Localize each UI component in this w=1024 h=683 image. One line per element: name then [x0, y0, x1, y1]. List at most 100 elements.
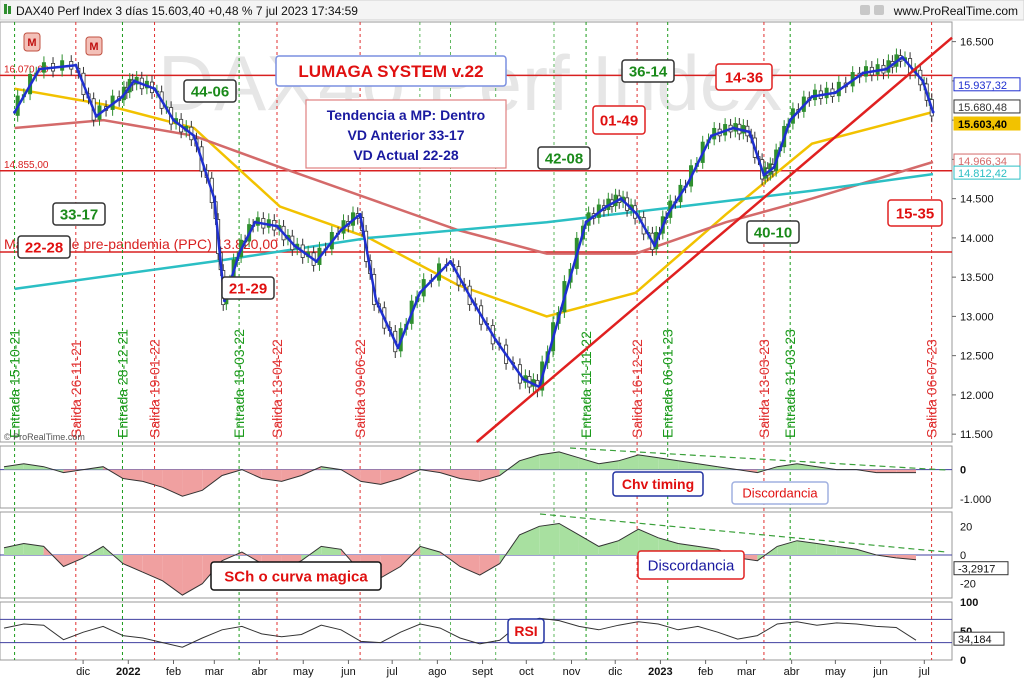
sch-area-segment — [162, 555, 183, 596]
m-badge-box — [23, 32, 41, 52]
signal-label: Salida 19-01-22 — [147, 339, 163, 438]
price-point — [192, 134, 196, 138]
price-point — [448, 259, 452, 263]
price-point — [37, 67, 41, 71]
panel-price-frame — [0, 21, 953, 443]
signal-label: Entrada 06-01-23 — [660, 329, 676, 438]
price-point — [314, 259, 318, 263]
vd-red-label: 14-36 — [725, 69, 763, 86]
price-point — [810, 95, 814, 99]
x-tick-label: jul — [918, 666, 930, 678]
x-tick-label: abr — [784, 666, 800, 678]
toolbar-icon[interactable] — [874, 5, 884, 15]
vd-red-label-box — [887, 199, 943, 227]
sch-area-segment — [618, 529, 639, 555]
chv-area-segment — [4, 463, 24, 470]
price-point — [653, 244, 657, 248]
vd-green-label-box — [537, 146, 591, 170]
m-badge: M — [89, 41, 98, 53]
sch-y-tick-label: 0 — [960, 550, 966, 562]
support-trend-line — [475, 36, 953, 443]
signal-label: Salida 16-12-22 — [629, 339, 645, 438]
sch-area-segment — [559, 523, 579, 555]
sch-area-segment — [539, 523, 560, 555]
chv-timing-label: Chv timing — [622, 476, 694, 492]
ma_cyan-line — [14, 172, 934, 291]
price-point — [153, 87, 157, 91]
site-name: www.ProRealTime.com — [893, 4, 1018, 18]
chv-discordancia-label: Discordancia — [742, 486, 818, 501]
signal-label: Entrada 15-10-21 — [7, 329, 23, 438]
x-tick-label: ago — [428, 666, 446, 678]
price-point — [237, 252, 241, 256]
level-label: 14.855,00 — [4, 160, 49, 171]
price-y-tick-label: 13.500 — [960, 272, 994, 284]
panel-chv-frame — [0, 445, 953, 509]
price-point — [120, 95, 124, 99]
chv-y-tick-label: -1.000 — [960, 494, 991, 506]
chv-area-segment — [440, 469, 460, 479]
chv-area-segment — [63, 469, 84, 473]
panel-rsi-frame — [0, 601, 953, 661]
chv-area-segment — [182, 469, 203, 497]
trend-lines — [475, 36, 953, 443]
sch-last-value: -3,2917 — [958, 564, 995, 576]
price-point — [772, 165, 776, 169]
chv-area-segment — [896, 469, 916, 473]
trend-info-box — [305, 99, 507, 169]
signal-label: Salida 13-04-22 — [269, 339, 285, 438]
price-point — [747, 130, 751, 134]
vd-red-label: 01-49 — [600, 112, 638, 129]
chart-title: DAX40 Perf Index 3 días 15.603,40 +0,48 … — [16, 4, 358, 18]
x-tick-label: jun — [340, 666, 356, 678]
trend-info-line: VD Anterior 33-17 — [348, 127, 465, 143]
price-label-box — [953, 165, 1021, 180]
chv-area-segment — [460, 469, 480, 482]
price-point — [559, 307, 563, 311]
price-point — [884, 67, 888, 71]
annotations: LUMAGA SYSTEM v.22 Tendencia a MP: Dentro… — [17, 32, 943, 644]
price-point — [921, 79, 925, 83]
price-point — [833, 91, 837, 95]
sch-area-segment — [519, 526, 540, 555]
price-point — [253, 220, 257, 224]
chv-area-segment — [142, 469, 163, 488]
axes: 16.50016.00015.50015.00014.50014.00013.5… — [4, 37, 1021, 678]
vd-green-label-box — [52, 202, 106, 226]
sch-area-segment — [122, 555, 143, 573]
vd-green-label-box — [183, 79, 237, 103]
chv-area-segment — [578, 457, 599, 470]
price-y-tick-label: 16.500 — [960, 37, 994, 49]
sch-area-segment — [420, 546, 441, 555]
chv-area-segment — [380, 469, 401, 485]
rsi-y-tick-label: 0 — [960, 655, 966, 667]
vd-green-label: 33-17 — [60, 206, 98, 223]
x-tick-label: may — [825, 666, 846, 678]
price-y-tick-label: 12.000 — [960, 390, 994, 402]
system-title: LUMAGA SYSTEM v.22 — [298, 62, 483, 81]
vd-red-label-box — [221, 276, 275, 300]
price-point — [358, 212, 362, 216]
price-point — [396, 346, 400, 350]
credit-label: © ProRealTime.com — [4, 432, 85, 442]
chv-area-segment — [519, 454, 540, 470]
sch-area-segment — [63, 555, 84, 567]
sch-area-segment — [777, 540, 798, 555]
price-point — [584, 220, 588, 224]
sch-y-tick-label: 20 — [960, 521, 972, 533]
price-label-box — [953, 116, 1021, 131]
chv-timing-label-box — [612, 471, 704, 497]
price-label-box — [953, 77, 1021, 92]
chv-area-segment — [122, 469, 143, 482]
camera-icon[interactable] — [860, 5, 870, 15]
sch-label-box — [210, 561, 382, 591]
sch-area-segment — [797, 540, 817, 555]
price-point — [619, 197, 623, 201]
x-tick-label: mar — [737, 666, 756, 678]
rsi-line — [3, 617, 917, 648]
rsi-y-tick-label: 100 — [960, 597, 978, 609]
vd-red-label: 21-29 — [229, 280, 267, 297]
price-point — [900, 55, 904, 59]
price-y-tick-label: 11.500 — [960, 429, 993, 441]
